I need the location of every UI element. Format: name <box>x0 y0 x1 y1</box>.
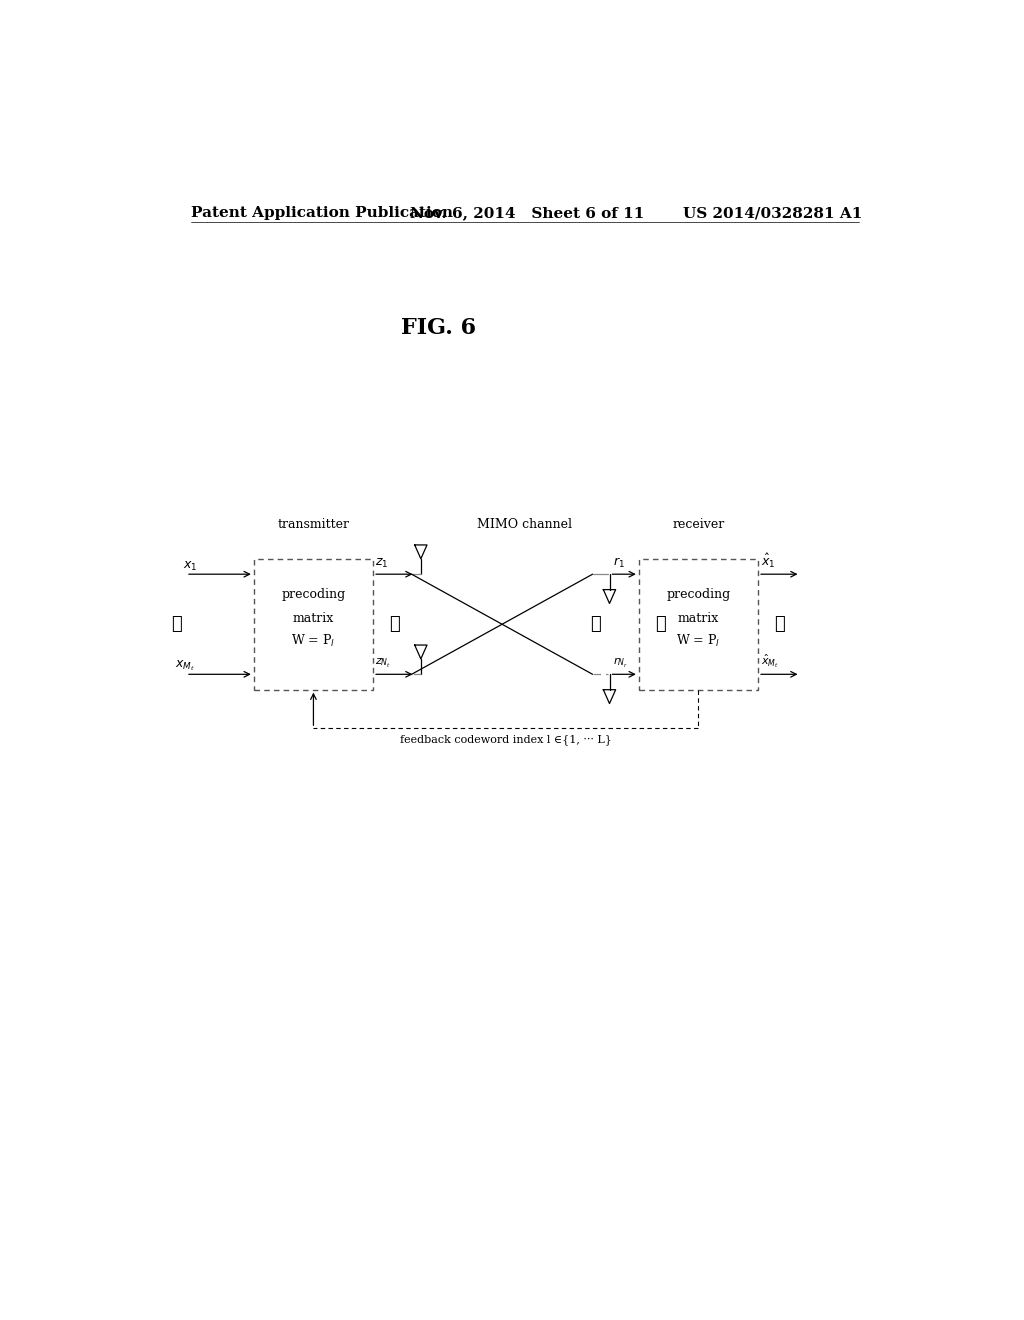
Text: ⋮: ⋮ <box>590 615 601 634</box>
Text: matrix: matrix <box>678 611 719 624</box>
Text: $z_{N_t}$: $z_{N_t}$ <box>376 657 391 671</box>
Text: W = P$_l$: W = P$_l$ <box>676 634 721 649</box>
Bar <box>254 558 373 689</box>
Text: $r_1$: $r_1$ <box>613 556 626 570</box>
Text: $z_1$: $z_1$ <box>376 557 389 570</box>
Text: Patent Application Publication: Patent Application Publication <box>190 206 453 220</box>
Text: $\hat{x}_{M_t}$: $\hat{x}_{M_t}$ <box>761 653 779 671</box>
Text: $\hat{x}_1$: $\hat{x}_1$ <box>761 552 776 570</box>
Text: matrix: matrix <box>293 611 334 624</box>
Text: W = P$_l$: W = P$_l$ <box>292 634 336 649</box>
Text: $x_{M_t}$: $x_{M_t}$ <box>175 659 196 673</box>
Text: receiver: receiver <box>673 517 725 531</box>
Text: MIMO channel: MIMO channel <box>477 517 572 531</box>
Text: ⋮: ⋮ <box>389 615 400 634</box>
Text: ⋮: ⋮ <box>655 615 666 634</box>
Text: ⋮: ⋮ <box>774 615 785 634</box>
Text: feedback codeword index l ∈{1, ··· L}: feedback codeword index l ∈{1, ··· L} <box>400 734 612 746</box>
Text: $x_1$: $x_1$ <box>183 560 198 573</box>
Bar <box>639 558 758 689</box>
Text: transmitter: transmitter <box>278 517 349 531</box>
Text: precoding: precoding <box>282 589 345 602</box>
Text: precoding: precoding <box>667 589 730 602</box>
Text: ⋮: ⋮ <box>171 615 182 634</box>
Text: Nov. 6, 2014   Sheet 6 of 11: Nov. 6, 2014 Sheet 6 of 11 <box>410 206 644 220</box>
Text: US 2014/0328281 A1: US 2014/0328281 A1 <box>683 206 863 220</box>
Text: $r_{N_r}$: $r_{N_r}$ <box>613 656 629 671</box>
Text: FIG. 6: FIG. 6 <box>401 317 476 339</box>
